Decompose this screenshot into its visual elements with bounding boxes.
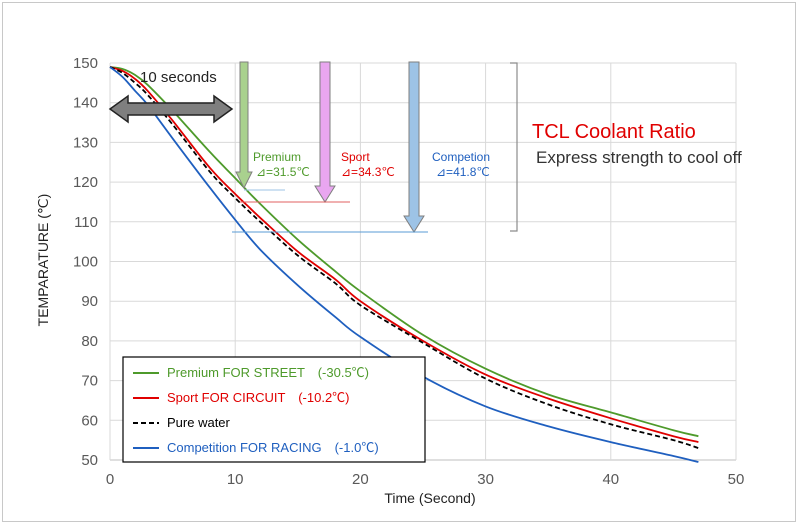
x-tick-label: 50 <box>728 471 745 488</box>
x-tick-label: 20 <box>352 471 369 488</box>
x-tick-label: 40 <box>602 471 619 488</box>
y-tick-label: 100 <box>73 254 98 271</box>
y-tick-label: 50 <box>81 452 98 469</box>
y-tick-label: 70 <box>81 373 98 390</box>
series-layer <box>109 66 699 463</box>
series-line-competition <box>109 66 699 463</box>
legend-label-competition: Competition FOR RACING (-1.0℃) <box>167 440 379 455</box>
range-bracket <box>510 62 518 232</box>
series-line-water <box>109 66 699 449</box>
x-tick-label: 0 <box>106 471 114 488</box>
competition-annotation-delta: ⊿=41.8℃ <box>436 165 490 179</box>
x-axis-title: Time (Second) <box>384 490 475 506</box>
ten-seconds-arrow <box>108 94 234 124</box>
chart-callout-subtitle: Express strength to cool off <box>536 148 742 167</box>
y-tick-label: 110 <box>74 214 98 231</box>
legend-label-sport: Sport FOR CIRCUIT (-10.2℃) <box>167 390 350 405</box>
legend-label-water: Pure water <box>167 415 231 430</box>
x-tick-label: 10 <box>227 471 244 488</box>
y-tick-label: 90 <box>81 293 98 310</box>
sport-annotation-label: Sport <box>341 150 370 164</box>
premium-arrow <box>235 61 253 190</box>
sport-arrow <box>314 61 336 203</box>
chart-callout-title: TCL Coolant Ratio <box>532 121 696 143</box>
legend-label-premium: Premium FOR STREET (-30.5℃) <box>167 365 369 380</box>
tick-layer: 50 60 70 80 90 100 110 120 130 140 150 0 10 20 30 40 50 <box>73 55 744 488</box>
y-axis-title: TEMPARATURE (℃) <box>35 194 51 327</box>
competition-arrow <box>403 61 425 233</box>
y-tick-label: 130 <box>73 134 98 151</box>
y-tick-label: 60 <box>81 412 98 429</box>
y-tick-label: 80 <box>81 333 98 350</box>
y-tick-label: 120 <box>73 174 98 191</box>
series-line-sport <box>109 66 699 443</box>
premium-annotation-label: Premium <box>253 150 301 164</box>
series-line-premium <box>109 66 699 438</box>
legend-box <box>122 356 426 463</box>
premium-annotation-delta: ⊿=31.5℃ <box>256 165 310 179</box>
ten-seconds-label: 10 seconds <box>140 69 217 86</box>
y-tick-label: 140 <box>73 95 98 112</box>
legend: Premium FOR STREET (-30.5℃) Sport FOR CI… <box>122 356 426 463</box>
competition-annotation-label: Competion <box>432 150 490 164</box>
y-tick-label: 150 <box>73 55 98 72</box>
x-tick-label: 30 <box>477 471 494 488</box>
sport-annotation-delta: ⊿=34.3℃ <box>341 165 395 179</box>
